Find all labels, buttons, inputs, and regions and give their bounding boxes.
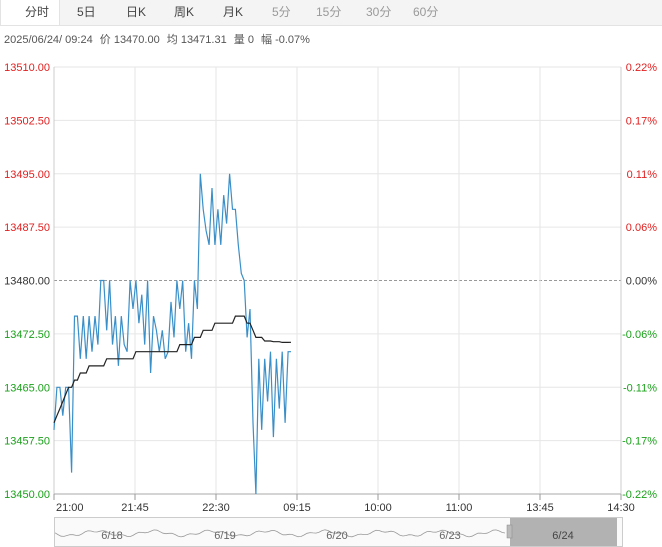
quote-volume: 量 0 bbox=[233, 34, 254, 46]
navigator-labels: 6/18 6/19 6/20 6/23 6/24 bbox=[101, 530, 573, 542]
time-navigator[interactable]: 6/18 6/19 6/20 6/23 6/24 bbox=[54, 517, 623, 547]
price-axis: 13510.00 13502.50 13495.00 13487.50 13480.00… bbox=[4, 62, 50, 501]
price-tick-label: 13495.00 bbox=[4, 169, 50, 181]
price-tick-label: 13457.50 bbox=[4, 436, 50, 448]
navigator-date-label: 6/19 bbox=[214, 530, 235, 542]
percent-tick-label: 0.11% bbox=[627, 169, 658, 181]
price-tick-label: 13502.50 bbox=[4, 115, 50, 127]
percent-tick-label: -0.06% bbox=[622, 329, 657, 341]
tab-15min[interactable]: 15分 bbox=[316, 5, 342, 19]
navigator-line bbox=[55, 529, 506, 538]
time-tick-label: 09:15 bbox=[283, 502, 311, 514]
navigator-date-label: 6/24 bbox=[552, 530, 573, 542]
time-tick-label: 22:30 bbox=[202, 502, 230, 514]
quote-change: 幅 -0.07% bbox=[261, 34, 310, 46]
navigator-date-label: 6/23 bbox=[439, 530, 460, 542]
time-tick-label: 14:30 bbox=[607, 502, 635, 514]
time-tick-label: 11:00 bbox=[446, 502, 473, 514]
percent-tick-label: 0.22% bbox=[626, 62, 657, 74]
percent-tick-label: -0.17% bbox=[622, 436, 657, 448]
chart-grid bbox=[53, 66, 622, 495]
price-tick-label: 13487.50 bbox=[4, 222, 50, 234]
tab-5day[interactable]: 5日 bbox=[77, 5, 96, 19]
navigator-window bbox=[510, 518, 617, 546]
price-tick-label: 13510.00 bbox=[4, 62, 50, 74]
quote-info: 2025/06/24/ 09:24 价 13470.00 均 13471.31 … bbox=[4, 31, 314, 47]
tab-30min[interactable]: 30分 bbox=[366, 5, 392, 19]
time-tick-label: 21:00 bbox=[56, 502, 84, 514]
price-tick-label: 13450.00 bbox=[4, 489, 50, 501]
navigator-date-label: 6/18 bbox=[101, 530, 122, 542]
navigator-date-label: 6/20 bbox=[326, 530, 347, 542]
time-axis: 21:00 21:45 22:30 09:15 10:00 11:00 13:45 14:30 bbox=[53, 494, 635, 514]
intraday-chart[interactable]: 13510.00 13502.50 13495.00 13487.50 13480.00… bbox=[0, 0, 662, 516]
tab-weekly-k[interactable]: 周K bbox=[174, 5, 195, 19]
price-line bbox=[53, 173, 291, 495]
time-tick-label: 21:45 bbox=[121, 502, 149, 514]
tab-5min[interactable]: 5分 bbox=[272, 5, 291, 19]
percent-tick-label: -0.22% bbox=[622, 489, 657, 501]
percent-tick-label: -0.11% bbox=[623, 382, 657, 394]
average-line bbox=[53, 315, 292, 424]
tab-60min[interactable]: 60分 bbox=[413, 5, 439, 19]
quote-price: 价 13470.00 bbox=[99, 34, 160, 46]
percent-tick-label: 0.17% bbox=[626, 115, 657, 127]
period-tabs: 分时 5日 日K 周K 月K 5分 15分 30分 60分 bbox=[0, 0, 662, 26]
price-tick-label: 13465.00 bbox=[4, 382, 50, 394]
tab-intraday[interactable]: 分时 bbox=[0, 0, 60, 25]
percent-tick-label: 0.00% bbox=[626, 276, 657, 288]
tab-daily-k[interactable]: 日K bbox=[126, 5, 147, 19]
navigator-handle-left bbox=[506, 524, 513, 539]
price-tick-label: 13472.50 bbox=[4, 329, 50, 341]
time-tick-label: 13:45 bbox=[526, 502, 554, 514]
tab-monthly-k[interactable]: 月K bbox=[223, 5, 244, 19]
percent-axis: 0.22% 0.17% 0.11% 0.06% 0.00% -0.06% -0.11% -0.… bbox=[622, 62, 657, 501]
quote-datetime: 2025/06/24/ 09:24 bbox=[4, 34, 93, 46]
percent-tick-label: 0.06% bbox=[626, 222, 657, 234]
time-tick-label: 10:00 bbox=[364, 502, 392, 514]
quote-avg: 均 13471.31 bbox=[166, 34, 227, 46]
price-tick-label: 13480.00 bbox=[4, 276, 50, 288]
